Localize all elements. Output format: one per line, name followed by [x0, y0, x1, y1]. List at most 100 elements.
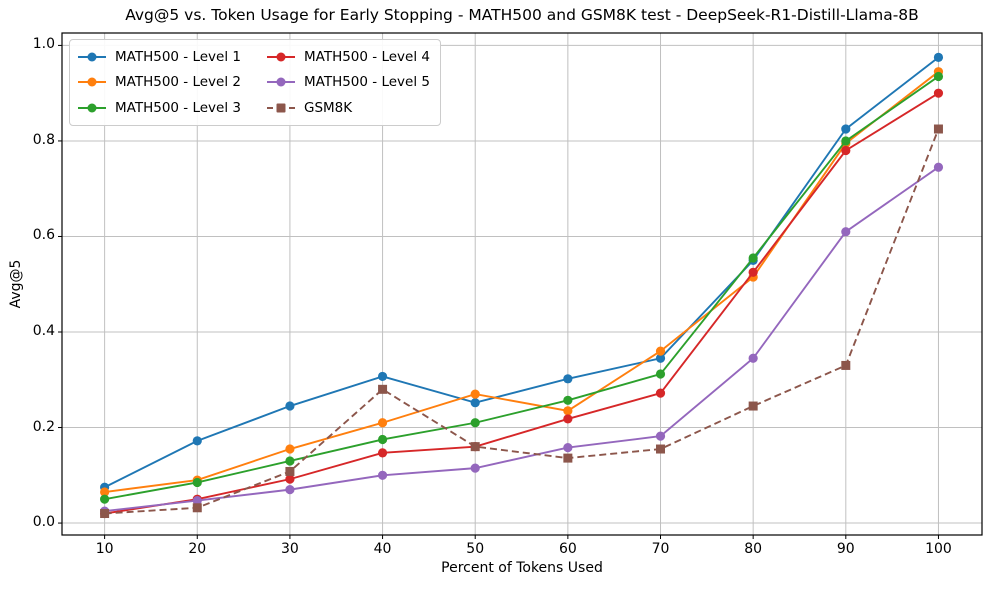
series-point-math500-level-5	[655, 431, 666, 441]
legend-circle-icon	[78, 51, 106, 63]
legend-label: MATH500 - Level 1	[115, 48, 241, 65]
series-point-math500-level-5	[933, 162, 944, 172]
legend-circle-icon	[266, 76, 295, 88]
series-point-math500-level-4	[748, 267, 758, 277]
series-point-math500-level-3	[933, 71, 944, 82]
ytick-label-1: 1.0	[32, 36, 55, 53]
legend: MATH500 - Level 1 MATH500 - Level 2 MATH50…	[69, 39, 441, 126]
xtick-label-80: 80	[744, 541, 763, 557]
legend-item-math500-level-4: MATH500 - Level 4	[266, 44, 430, 70]
series-line-math500-level-3	[104, 75, 939, 501]
series-point-math500-level-2	[470, 389, 480, 399]
ytick-label-0.2: 0.2	[32, 418, 55, 435]
series-point-gsm8k	[285, 466, 295, 476]
series-point-math500-level-3	[285, 456, 295, 466]
xtick-label-90: 90	[836, 541, 855, 557]
legend-label: GSM8K	[303, 99, 353, 116]
series-point-gsm8k	[841, 360, 851, 370]
series-line-gsm8k	[104, 128, 940, 515]
legend-label: MATH500 - Level 3	[115, 99, 241, 116]
series-point-math500-level-4	[933, 88, 944, 98]
series-point-math500-level-5	[192, 496, 202, 506]
y-axis-label: Avg@5	[8, 259, 24, 309]
series-point-math500-level-5	[563, 442, 573, 453]
series-point-math500-level-4	[655, 388, 666, 398]
series-point-gsm8k	[100, 509, 110, 519]
series-point-math500-level-4	[377, 448, 388, 458]
xtick-label-40: 40	[373, 541, 392, 557]
legend-marker-circle	[276, 52, 286, 62]
series-point-math500-level-3	[655, 369, 666, 379]
series-point-math500-level-3	[470, 418, 480, 428]
series-point-math500-level-1	[933, 52, 944, 62]
series-point-math500-level-4	[285, 474, 295, 484]
ytick-label-0.6: 0.6	[32, 227, 55, 244]
series-point-gsm8k	[563, 453, 573, 463]
chart-title: Avg@5 vs. Token Usage for Early Stopping…	[125, 6, 919, 24]
series-point-gsm8k	[470, 442, 480, 452]
series-point-math500-level-2	[377, 418, 388, 428]
xtick-label-50: 50	[466, 541, 485, 557]
xtick-label-60: 60	[558, 541, 577, 557]
series-point-math500-level-3	[377, 434, 388, 445]
ytick-label-0.8: 0.8	[32, 131, 55, 148]
series-point-math500-level-5	[748, 353, 758, 363]
series-point-math500-level-1	[192, 436, 202, 446]
xtick-label-30: 30	[280, 541, 299, 557]
series-point-math500-level-1	[377, 371, 388, 382]
series-point-gsm8k	[748, 401, 758, 411]
series-point-math500-level-1	[655, 353, 666, 363]
legend-item-math500-level-2: MATH500 - Level 2	[78, 70, 241, 96]
series-point-math500-level-1	[470, 398, 480, 408]
series-point-math500-level-5	[470, 463, 480, 473]
series-point-math500-level-5	[285, 485, 295, 495]
series-point-math500-level-3	[748, 253, 758, 263]
series-line-math500-level-1	[104, 56, 940, 489]
series-point-math500-level-5	[841, 227, 851, 237]
series-point-math500-level-3	[192, 477, 202, 488]
legend-circle-icon	[78, 76, 106, 88]
series-point-math500-level-5	[377, 470, 388, 480]
series-point-math500-level-2	[655, 346, 666, 356]
series-line-math500-level-5	[104, 166, 939, 513]
legend-marker-square	[276, 103, 286, 113]
series-point-math500-level-3	[100, 494, 110, 504]
legend-circle-icon	[78, 102, 106, 114]
xtick-label-70: 70	[651, 541, 670, 557]
series-point-math500-level-1	[841, 124, 851, 134]
series-point-gsm8k	[933, 124, 943, 134]
xtick-label-100: 100	[925, 541, 952, 557]
legend-item-math500-level-5: MATH500 - Level 5	[266, 70, 430, 96]
series-point-gsm8k	[378, 384, 388, 394]
legend-item-math500-level-3: MATH500 - Level 3	[78, 95, 241, 121]
series-point-math500-level-2	[285, 444, 295, 454]
legend-label: MATH500 - Level 5	[303, 74, 430, 91]
legend-label: MATH500 - Level 4	[303, 48, 430, 65]
legend-circle-icon	[266, 51, 295, 63]
legend-marker-circle	[87, 103, 97, 113]
series-point-math500-level-2	[563, 406, 573, 416]
series-point-math500-level-3	[841, 136, 851, 146]
series-point-gsm8k	[192, 503, 202, 513]
legend-item-gsm8k: GSM8K	[266, 95, 430, 121]
xtick-label-10: 10	[95, 541, 114, 557]
series-point-math500-level-1	[285, 401, 295, 411]
plot-spines	[61, 32, 983, 536]
ytick-label-0: 0.0	[32, 514, 55, 531]
ytick-label-0.4: 0.4	[32, 323, 55, 339]
legend-marker-circle	[87, 77, 97, 87]
series-point-math500-level-2	[100, 487, 110, 497]
legend-square-icon	[266, 102, 295, 114]
legend-marker-circle	[276, 77, 286, 87]
series-point-math500-level-4	[841, 145, 851, 156]
series-point-math500-level-1	[563, 374, 573, 384]
series-point-math500-level-3	[563, 395, 573, 405]
xtick-label-20: 20	[188, 541, 207, 557]
x-axis-label: Percent of Tokens Used	[441, 560, 603, 576]
legend-item-math500-level-1: MATH500 - Level 1	[78, 44, 241, 70]
series-line-math500-level-4	[104, 92, 939, 515]
legend-marker-circle	[87, 52, 97, 62]
legend-label: MATH500 - Level 2	[115, 74, 241, 91]
